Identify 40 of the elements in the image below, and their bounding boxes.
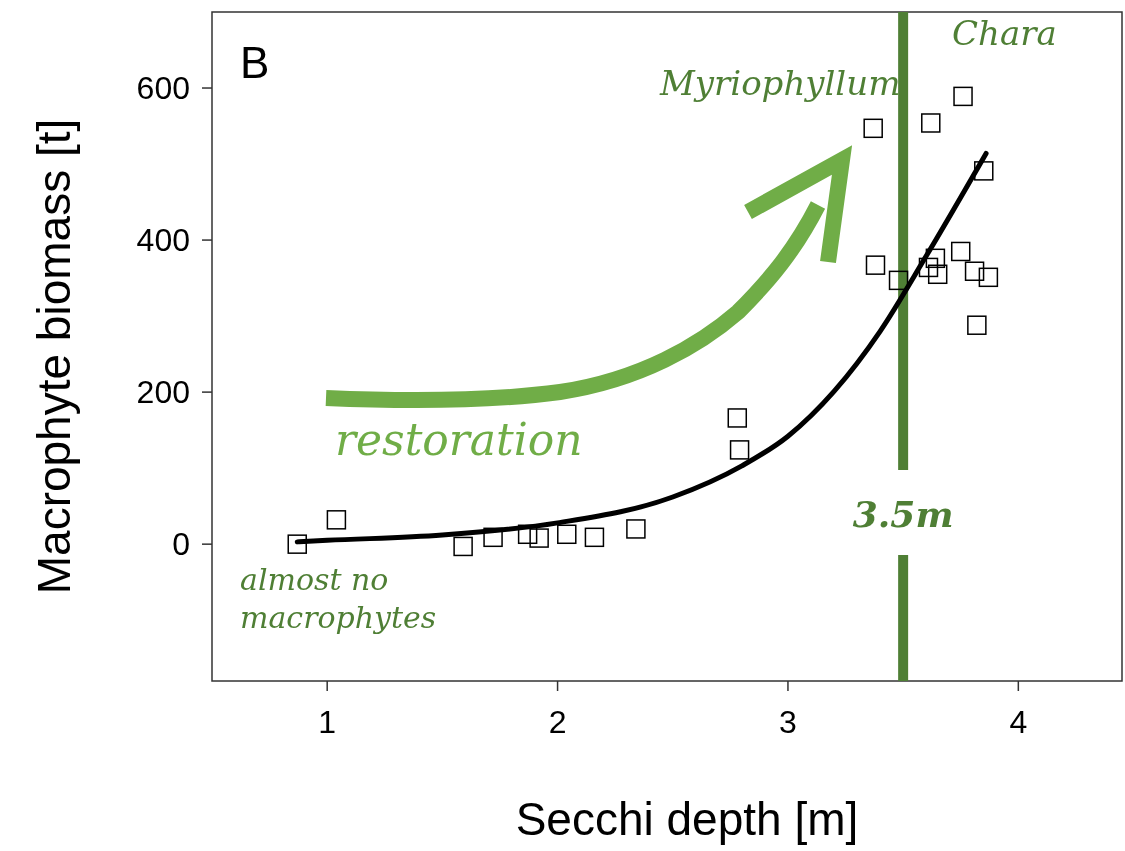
point bbox=[863, 118, 883, 139]
x-tick-label: 3 bbox=[779, 704, 797, 740]
annotation: Myriophyllum bbox=[659, 63, 901, 103]
point bbox=[557, 524, 577, 545]
ref-line-label: 3.5m bbox=[852, 493, 954, 535]
point bbox=[888, 270, 909, 291]
y-tick-label: 200 bbox=[136, 374, 190, 411]
point bbox=[626, 519, 646, 539]
x-axis-title: Secchi depth [m] bbox=[515, 793, 859, 845]
point bbox=[953, 86, 973, 107]
point bbox=[584, 527, 605, 548]
point bbox=[865, 255, 886, 275]
point bbox=[287, 534, 307, 554]
annotation: restoration bbox=[335, 414, 583, 465]
x-tick-label: 1 bbox=[318, 704, 337, 740]
y-tick-label: 400 bbox=[136, 222, 190, 259]
annotation: B bbox=[240, 38, 270, 87]
point bbox=[950, 241, 971, 262]
point bbox=[974, 161, 994, 181]
point bbox=[918, 257, 939, 278]
annotation: Chara bbox=[952, 13, 1057, 53]
point bbox=[529, 528, 549, 548]
point bbox=[921, 113, 941, 133]
point bbox=[517, 524, 538, 545]
point bbox=[964, 261, 985, 281]
point bbox=[925, 248, 946, 269]
point bbox=[729, 440, 750, 460]
x-tick-label: 2 bbox=[548, 704, 567, 740]
point bbox=[927, 264, 948, 285]
y-tick-label: 600 bbox=[136, 70, 190, 107]
y-axis-title: Macrophyte biomass [t] bbox=[28, 118, 80, 595]
point bbox=[967, 315, 987, 335]
annotation: almost no macrophytes bbox=[240, 562, 437, 635]
x-tick-label: 4 bbox=[1009, 704, 1028, 740]
point bbox=[326, 510, 347, 530]
point bbox=[483, 527, 503, 548]
point bbox=[453, 536, 473, 557]
y-tick-label: 0 bbox=[172, 526, 190, 563]
point bbox=[978, 267, 999, 288]
point bbox=[727, 408, 748, 428]
